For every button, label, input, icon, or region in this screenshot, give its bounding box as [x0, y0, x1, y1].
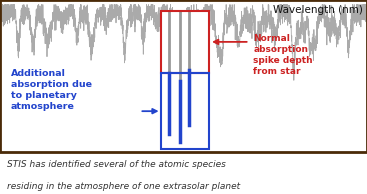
Text: Additional
absorption due
to planetary
atmosphere: Additional absorption due to planetary a…: [11, 68, 92, 111]
Text: Wavelength (nm): Wavelength (nm): [273, 5, 363, 15]
Bar: [161, 73, 209, 149]
Text: STIS has identified several of the atomic species: STIS has identified several of the atomi…: [7, 160, 226, 169]
Bar: [161, 11, 209, 73]
Text: Normal
absorption
spike depth
from star: Normal absorption spike depth from star: [253, 34, 313, 76]
Text: residing in the atmosphere of one extrasolar planet: residing in the atmosphere of one extras…: [7, 182, 240, 191]
